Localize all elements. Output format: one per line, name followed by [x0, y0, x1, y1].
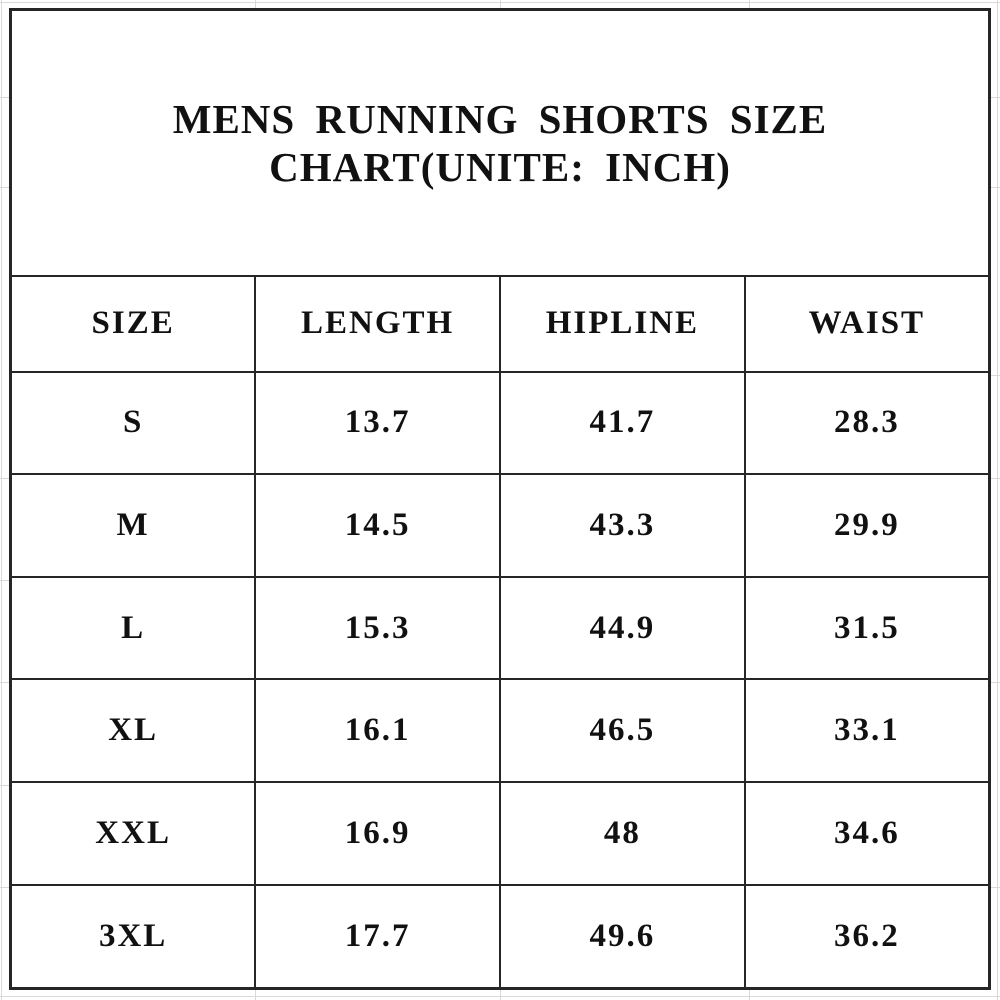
length-value: 15.3 [254, 575, 501, 681]
sheet-gridline [255, 0, 256, 9]
table-row-s: S 13.7 41.7 28.3 [9, 370, 991, 476]
table-row-xxl: XXL 16.9 48 34.6 [9, 780, 991, 886]
table-row-m: M 14.5 43.3 29.9 [9, 473, 991, 578]
sheet-gridline [0, 682, 9, 683]
sheet-gridline [500, 990, 501, 1000]
hipline-value: 49.6 [499, 883, 746, 990]
waist-value: 31.5 [743, 575, 991, 681]
column-header-waist: WAIST [743, 274, 991, 373]
sheet-gridline [991, 187, 1000, 188]
sheet-gridline [991, 375, 1000, 376]
header-row: SIZE LENGTH HIPLINE WAIST [9, 274, 991, 373]
sheet-gridline [0, 187, 9, 188]
length-value: 14.5 [254, 473, 501, 578]
waist-value: 36.2 [743, 883, 991, 990]
sheet-gridline [749, 990, 750, 1000]
size-label: XXL [9, 780, 257, 886]
hipline-value: 41.7 [499, 370, 746, 476]
sheet-gridline [749, 0, 750, 9]
length-value: 16.1 [254, 678, 501, 783]
size-label: M [9, 473, 257, 578]
title-row: MENS RUNNING SHORTS SIZE CHART(UNITE: IN… [9, 8, 991, 277]
table-row-xl: XL 16.1 46.5 33.1 [9, 678, 991, 783]
table-row-l: L 15.3 44.9 31.5 [9, 575, 991, 681]
waist-value: 33.1 [743, 678, 991, 783]
sheet-gridline [1, 0, 2, 1000]
sheet-gridline [500, 0, 501, 9]
hipline-value: 46.5 [499, 678, 746, 783]
sheet-gridline [0, 887, 9, 888]
sheet-gridline [0, 97, 9, 98]
sheet-gridline [997, 0, 998, 1000]
column-header-length: LENGTH [254, 274, 501, 373]
sheet-gridline [0, 478, 9, 479]
hipline-value: 48 [499, 780, 746, 886]
size-chart-table: MENS RUNNING SHORTS SIZE CHART(UNITE: IN… [9, 8, 991, 990]
waist-value: 34.6 [743, 780, 991, 886]
waist-value: 28.3 [743, 370, 991, 476]
sheet-gridline [255, 990, 256, 1000]
sheet-gridline [991, 97, 1000, 98]
size-label: 3XL [9, 883, 257, 990]
column-header-size: SIZE [9, 274, 257, 373]
chart-title: MENS RUNNING SHORTS SIZE CHART(UNITE: IN… [9, 8, 991, 277]
length-value: 13.7 [254, 370, 501, 476]
column-header-hipline: HIPLINE [499, 274, 746, 373]
hipline-value: 44.9 [499, 575, 746, 681]
table-row-3xl: 3XL 17.7 49.6 36.2 [9, 883, 991, 990]
length-value: 16.9 [254, 780, 501, 886]
sheet-gridline [0, 580, 9, 581]
sheet-gridline [0, 785, 9, 786]
hipline-value: 43.3 [499, 473, 746, 578]
sheet-gridline [991, 682, 1000, 683]
sheet-gridline [991, 887, 1000, 888]
waist-value: 29.9 [743, 473, 991, 578]
size-label: S [9, 370, 257, 476]
sheet-gridline [991, 478, 1000, 479]
size-label: L [9, 575, 257, 681]
length-value: 17.7 [254, 883, 501, 990]
size-label: XL [9, 678, 257, 783]
